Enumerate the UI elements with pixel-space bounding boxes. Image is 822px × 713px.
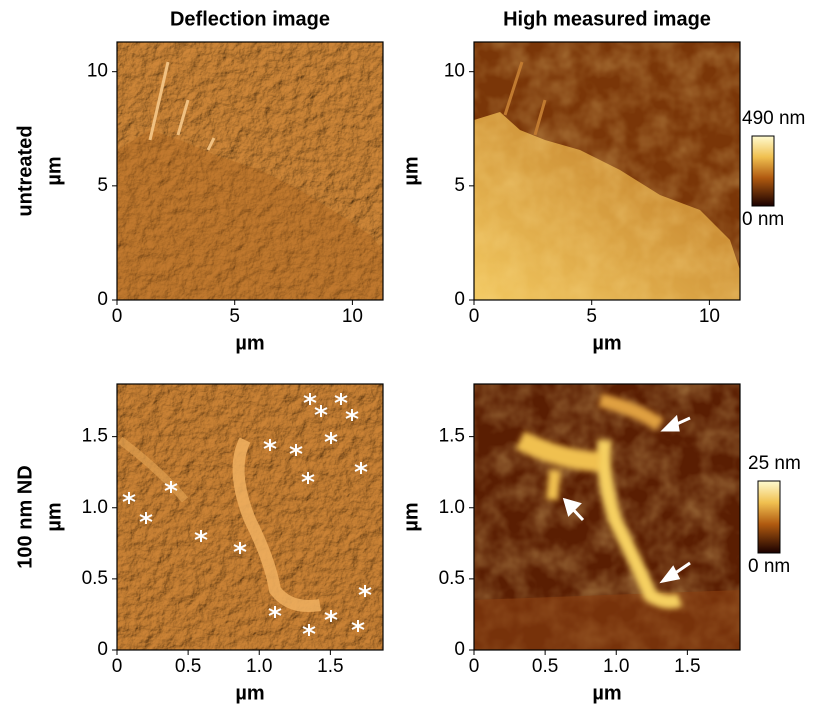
y-axis-label: µm [43, 156, 65, 185]
x-tick-label: 0.5 [532, 656, 558, 677]
colorbar [752, 136, 774, 206]
x-tick-label: 0 [112, 306, 123, 327]
figure: Deflection image High measured image untre… [0, 0, 822, 708]
row-label: untreated [14, 125, 36, 216]
x-axis-label: µm [235, 332, 264, 354]
x-axis-label: µm [235, 682, 264, 704]
x-axis-label: µm [592, 332, 621, 354]
y-tick-label: 1.5 [82, 426, 108, 447]
y-tick-label: 5 [454, 175, 465, 196]
height-image [474, 42, 740, 300]
x-tick-label: 5 [586, 306, 597, 327]
y-tick-label: 0.5 [439, 568, 465, 589]
column-title: High measured image [503, 8, 711, 30]
x-tick-label: 1.5 [674, 656, 700, 677]
colorbar-min: 0 nm [742, 209, 784, 230]
x-tick-label: 1.0 [246, 656, 272, 677]
x-tick-label: 0 [469, 656, 480, 677]
colorbar [758, 481, 780, 553]
colorbar-min: 0 nm [748, 556, 790, 577]
x-tick-label: 1.5 [317, 656, 343, 677]
x-tick-label: 0 [469, 306, 480, 327]
colorbar-max: 490 nm [742, 108, 805, 129]
y-tick-label: 0.5 [82, 568, 108, 589]
x-tick-label: 10 [342, 306, 363, 327]
x-tick-label: 0.5 [175, 656, 201, 677]
x-tick-label: 5 [229, 306, 240, 327]
x-tick-label: 0 [112, 656, 123, 677]
y-axis-label: µm [400, 502, 422, 531]
y-tick-label: 1.5 [439, 426, 465, 447]
deflection-image [117, 42, 383, 300]
x-tick-label: 10 [699, 306, 720, 327]
y-tick-label: 1.0 [439, 497, 465, 518]
colorbar-max: 25 nm [748, 453, 801, 474]
y-axis-label: µm [400, 156, 422, 185]
height-image [474, 384, 740, 650]
y-tick-label: 10 [444, 61, 465, 82]
y-tick-label: 0 [454, 289, 465, 310]
y-tick-label: 0 [97, 639, 108, 660]
y-tick-label: 5 [97, 175, 108, 196]
column-title: Deflection image [170, 8, 330, 30]
deflection-image [117, 384, 383, 650]
y-tick-label: 1.0 [82, 497, 108, 518]
y-tick-label: 0 [97, 289, 108, 310]
y-tick-label: 0 [454, 639, 465, 660]
y-tick-label: 10 [87, 61, 108, 82]
x-axis-label: µm [592, 682, 621, 704]
y-axis-label: µm [43, 502, 65, 531]
row-label: 100 nm ND [14, 465, 36, 568]
x-tick-label: 1.0 [603, 656, 629, 677]
